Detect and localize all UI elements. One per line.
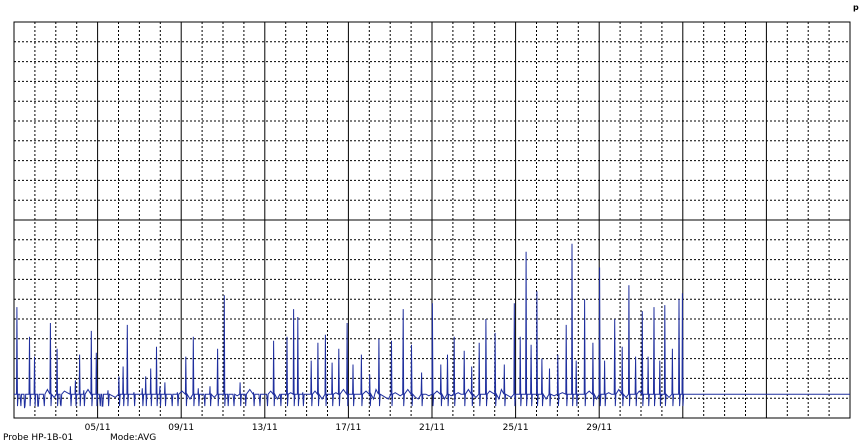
x-tick-label: 09/11	[168, 423, 194, 433]
signal-line	[13, 243, 851, 409]
corner-mark: p	[853, 3, 859, 12]
mode-label: Mode:AVG	[110, 433, 157, 443]
plot-frame	[13, 21, 851, 419]
probe-label: Probe HP-1B-01	[3, 433, 74, 443]
x-tick-label: 13/11	[252, 423, 278, 433]
x-tick-label: 05/11	[85, 423, 111, 433]
x-tick-label: 25/11	[503, 423, 529, 433]
x-tick-label: 17/11	[335, 423, 361, 433]
x-tick-label: 29/11	[586, 423, 612, 433]
x-tick-label: 21/11	[419, 423, 445, 433]
